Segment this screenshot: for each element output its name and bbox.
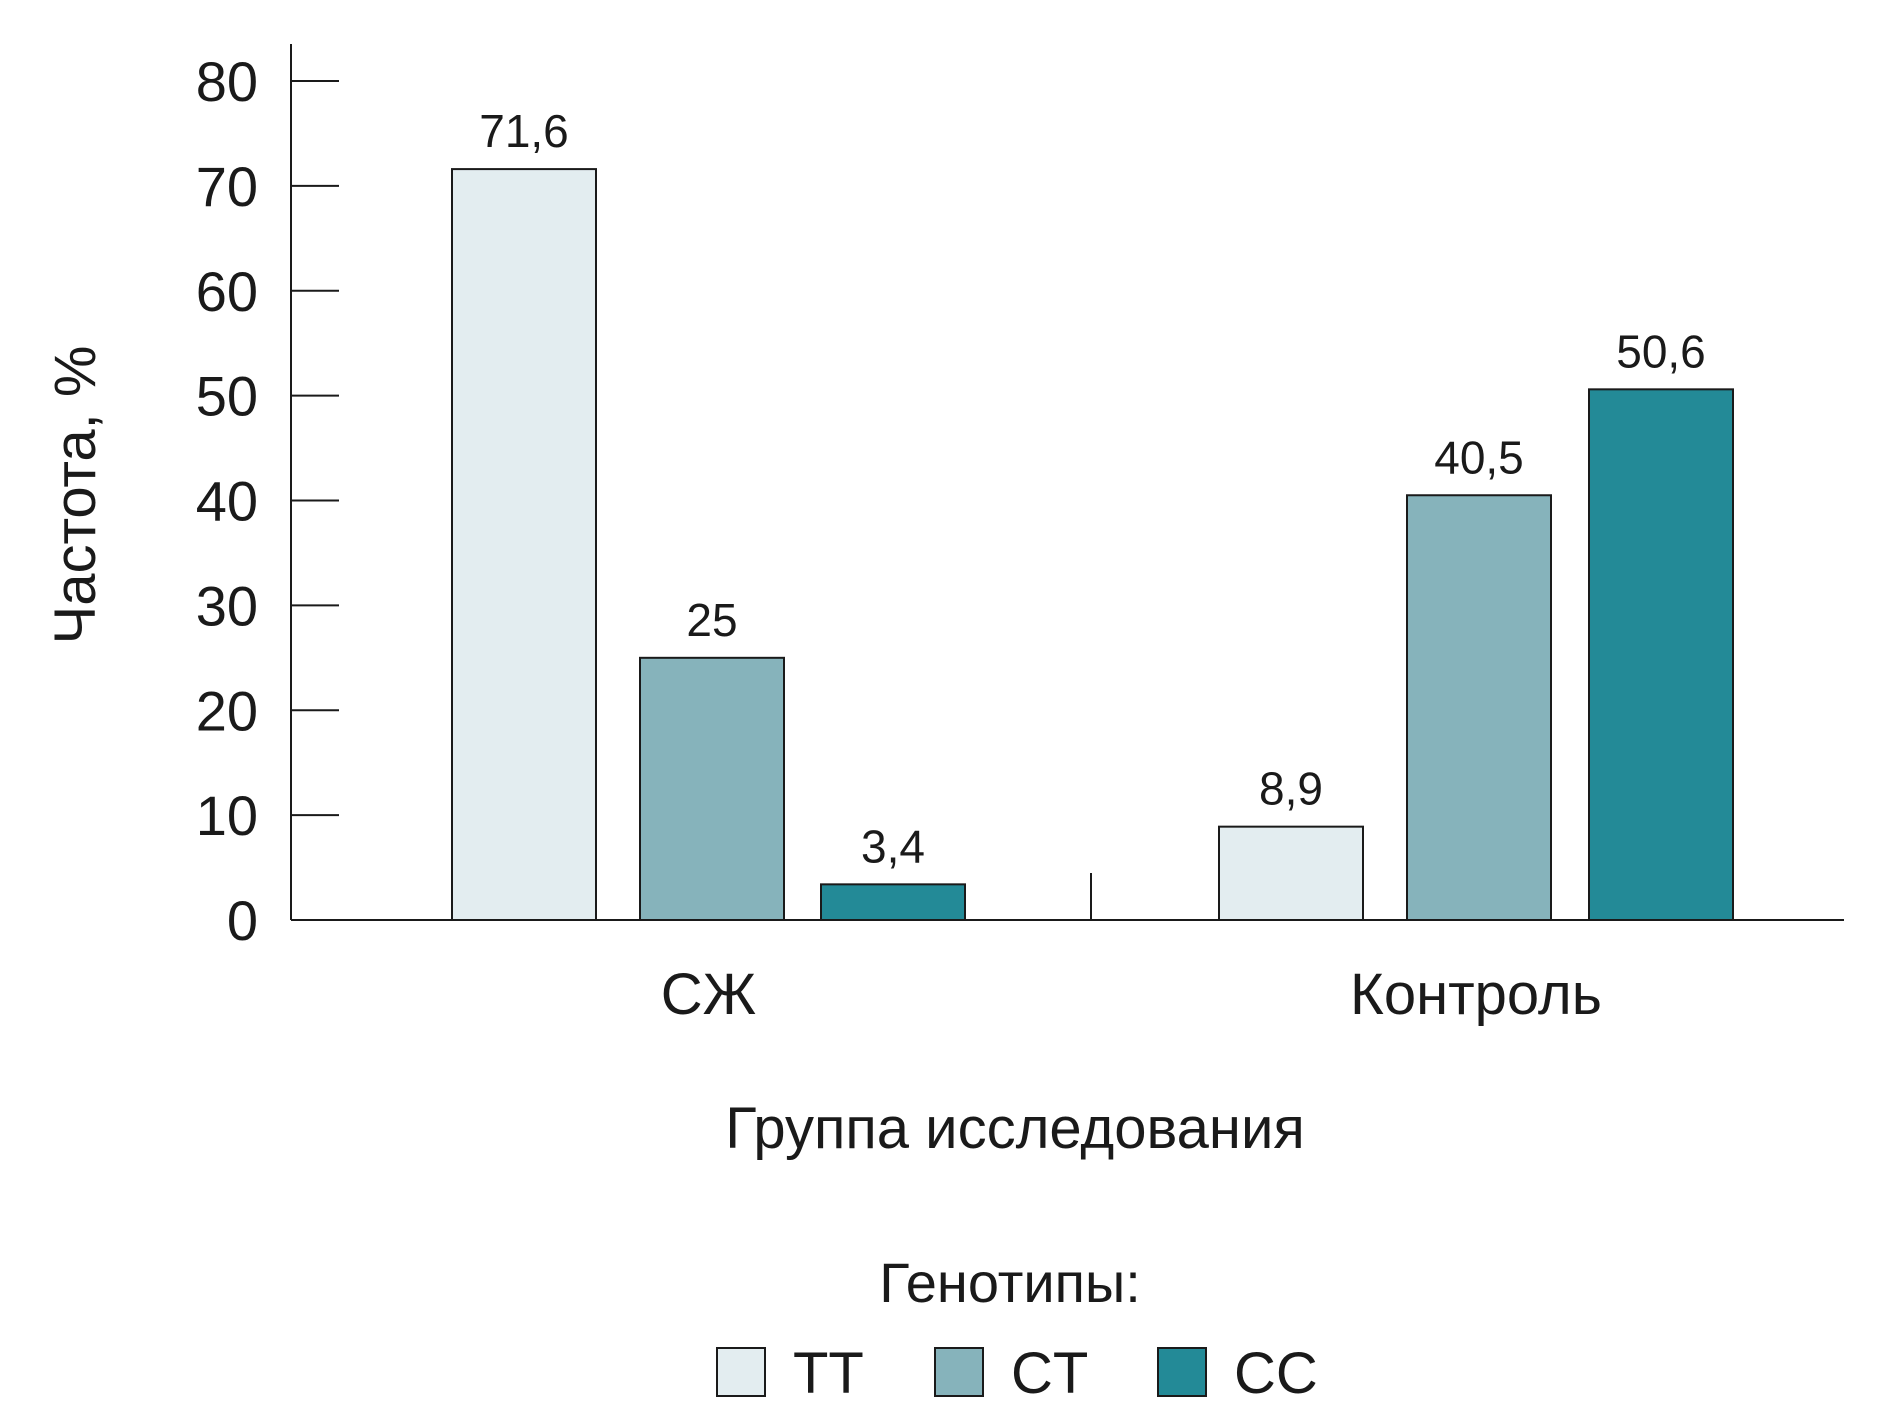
bar-tt-1	[451, 168, 597, 922]
x-axis: СЖ Контроль	[291, 873, 1844, 1027]
legend-item-tt: TT	[716, 1341, 864, 1406]
legend-item-ct: CT	[934, 1341, 1088, 1406]
y-axis: 0 10 20 30 40 50 60 70 80	[196, 44, 339, 952]
bar-ct-2	[1406, 494, 1552, 921]
y-tick-label: 20	[196, 679, 258, 742]
bar-value-label: 25	[686, 594, 737, 646]
bar-cc-2	[1588, 388, 1734, 921]
y-tick-label: 60	[196, 260, 258, 323]
y-tick-label: 70	[196, 155, 258, 218]
y-tick-label: 0	[227, 889, 258, 952]
bar-cc-1	[820, 883, 966, 922]
bar-tt-2	[1218, 825, 1364, 922]
legend-label: CC	[1234, 1341, 1318, 1406]
y-tick-label: 80	[196, 50, 258, 113]
legend-swatch	[934, 1347, 984, 1397]
legend-swatch	[716, 1347, 766, 1397]
legend-swatch	[1157, 1347, 1207, 1397]
bar-value-label: 3,4	[861, 820, 925, 872]
legend-item-cc: CC	[1157, 1341, 1318, 1406]
bar-value-label: 71,6	[479, 105, 569, 157]
x-category-label: СЖ	[661, 962, 756, 1027]
bars: 71,6 25 3,4 8,9 40,5 50,6	[451, 105, 1734, 922]
x-axis-title: Группа исследования	[725, 1096, 1305, 1161]
y-tick-label: 10	[196, 784, 258, 847]
bar-value-label: 8,9	[1259, 763, 1323, 815]
y-tick-label: 40	[196, 470, 258, 533]
legend-label: TT	[793, 1341, 864, 1406]
y-tick-label: 30	[196, 574, 258, 637]
legend-items: TT CT CC	[716, 1341, 1318, 1406]
legend-title: Генотипы:	[879, 1251, 1141, 1314]
y-tick-label: 50	[196, 365, 258, 428]
bar-value-label: 40,5	[1434, 431, 1524, 483]
x-category-label: Контроль	[1350, 962, 1602, 1027]
legend-label: CT	[1011, 1341, 1088, 1406]
y-axis-title: Частота, %	[43, 346, 108, 645]
legend: Генотипы: TT CT CC	[716, 1251, 1318, 1406]
bar-ct-1	[639, 656, 785, 921]
bar-value-label: 50,6	[1616, 325, 1706, 377]
